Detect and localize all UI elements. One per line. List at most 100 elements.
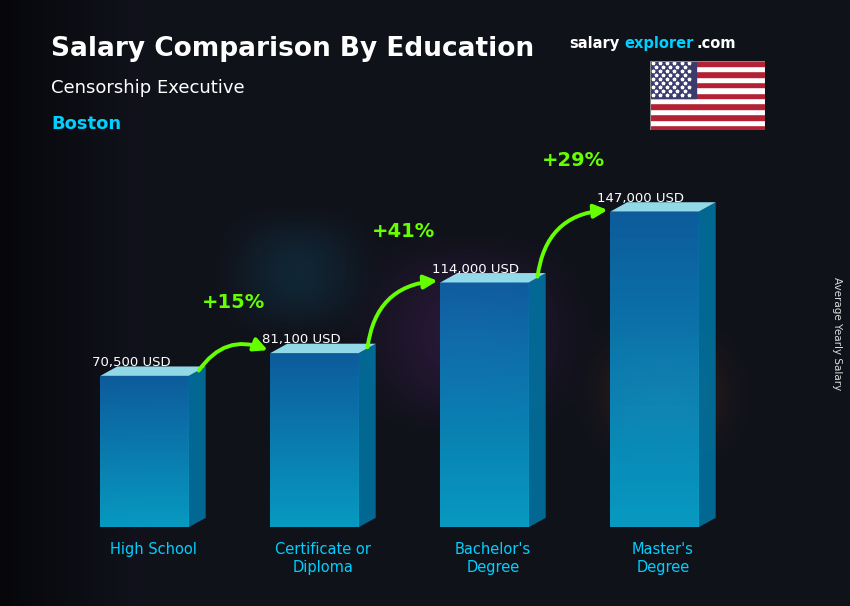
Text: explorer: explorer	[625, 36, 694, 52]
Bar	[270, 376, 359, 379]
Bar	[270, 428, 359, 431]
Bar	[440, 417, 529, 421]
Bar	[440, 409, 529, 413]
Bar	[100, 404, 189, 406]
Bar	[270, 504, 359, 507]
Bar	[440, 299, 529, 303]
Bar	[650, 87, 765, 93]
Bar	[270, 472, 359, 475]
Bar	[100, 441, 189, 444]
Polygon shape	[529, 273, 546, 527]
Bar	[610, 290, 699, 296]
Bar	[610, 233, 699, 238]
Bar	[610, 259, 699, 264]
Bar	[440, 384, 529, 388]
Bar	[100, 520, 189, 522]
Bar	[100, 378, 189, 381]
Bar	[440, 507, 529, 511]
Text: Salary Comparison By Education: Salary Comparison By Education	[51, 36, 534, 62]
Bar	[610, 338, 699, 343]
Bar	[440, 323, 529, 327]
Bar	[440, 462, 529, 466]
Bar	[440, 425, 529, 429]
Bar	[440, 315, 529, 319]
Bar	[270, 443, 359, 446]
Bar	[440, 445, 529, 450]
Bar	[440, 519, 529, 523]
Bar	[100, 477, 189, 479]
Bar	[440, 511, 529, 515]
Bar	[440, 393, 529, 397]
Bar	[610, 301, 699, 306]
Bar	[270, 469, 359, 472]
Bar	[100, 386, 189, 388]
Bar	[100, 456, 189, 459]
Bar	[270, 385, 359, 388]
Bar	[270, 513, 359, 516]
Bar	[270, 478, 359, 481]
Bar	[100, 401, 189, 404]
Bar	[100, 388, 189, 391]
Bar	[610, 327, 699, 333]
Bar	[100, 399, 189, 401]
Bar	[440, 503, 529, 507]
Bar	[440, 336, 529, 339]
Bar	[100, 384, 189, 386]
Bar	[440, 487, 529, 490]
Bar	[270, 394, 359, 397]
Text: 147,000 USD: 147,000 USD	[598, 192, 684, 205]
Bar	[270, 414, 359, 417]
Text: Master's
Degree: Master's Degree	[632, 542, 694, 574]
Bar	[650, 66, 765, 72]
Polygon shape	[189, 367, 206, 527]
Text: +29%: +29%	[542, 152, 605, 170]
Bar	[610, 448, 699, 453]
Bar	[610, 333, 699, 338]
Bar	[270, 454, 359, 458]
Bar	[100, 512, 189, 514]
Bar	[610, 459, 699, 464]
Bar	[270, 435, 359, 438]
Bar	[440, 287, 529, 291]
Bar	[270, 399, 359, 402]
FancyArrowPatch shape	[367, 276, 434, 347]
Bar	[270, 501, 359, 504]
Bar	[650, 109, 765, 114]
Bar	[270, 388, 359, 391]
Bar	[610, 311, 699, 317]
Bar	[100, 447, 189, 449]
Bar	[100, 381, 189, 384]
Bar	[270, 391, 359, 394]
Bar	[440, 303, 529, 307]
Bar	[100, 451, 189, 454]
Text: Average Yearly Salary: Average Yearly Salary	[832, 277, 842, 390]
Text: +15%: +15%	[202, 293, 265, 311]
Bar	[610, 517, 699, 522]
Bar	[270, 359, 359, 362]
Bar	[440, 376, 529, 381]
Bar	[100, 434, 189, 436]
Bar	[100, 487, 189, 490]
Bar	[270, 417, 359, 420]
Bar	[440, 381, 529, 384]
Bar	[650, 61, 696, 98]
Bar	[270, 461, 359, 464]
Bar	[100, 499, 189, 502]
Bar	[270, 370, 359, 373]
Bar	[100, 431, 189, 434]
Bar	[440, 291, 529, 295]
Bar	[440, 348, 529, 352]
Bar	[440, 356, 529, 360]
Polygon shape	[100, 367, 206, 376]
Bar	[270, 495, 359, 498]
Bar	[610, 280, 699, 285]
Bar	[100, 406, 189, 408]
Bar	[610, 270, 699, 275]
Bar	[610, 427, 699, 433]
Bar	[100, 514, 189, 517]
Bar	[100, 436, 189, 439]
Bar	[440, 466, 529, 470]
Bar	[270, 373, 359, 376]
Bar	[650, 82, 765, 87]
Bar	[610, 422, 699, 427]
